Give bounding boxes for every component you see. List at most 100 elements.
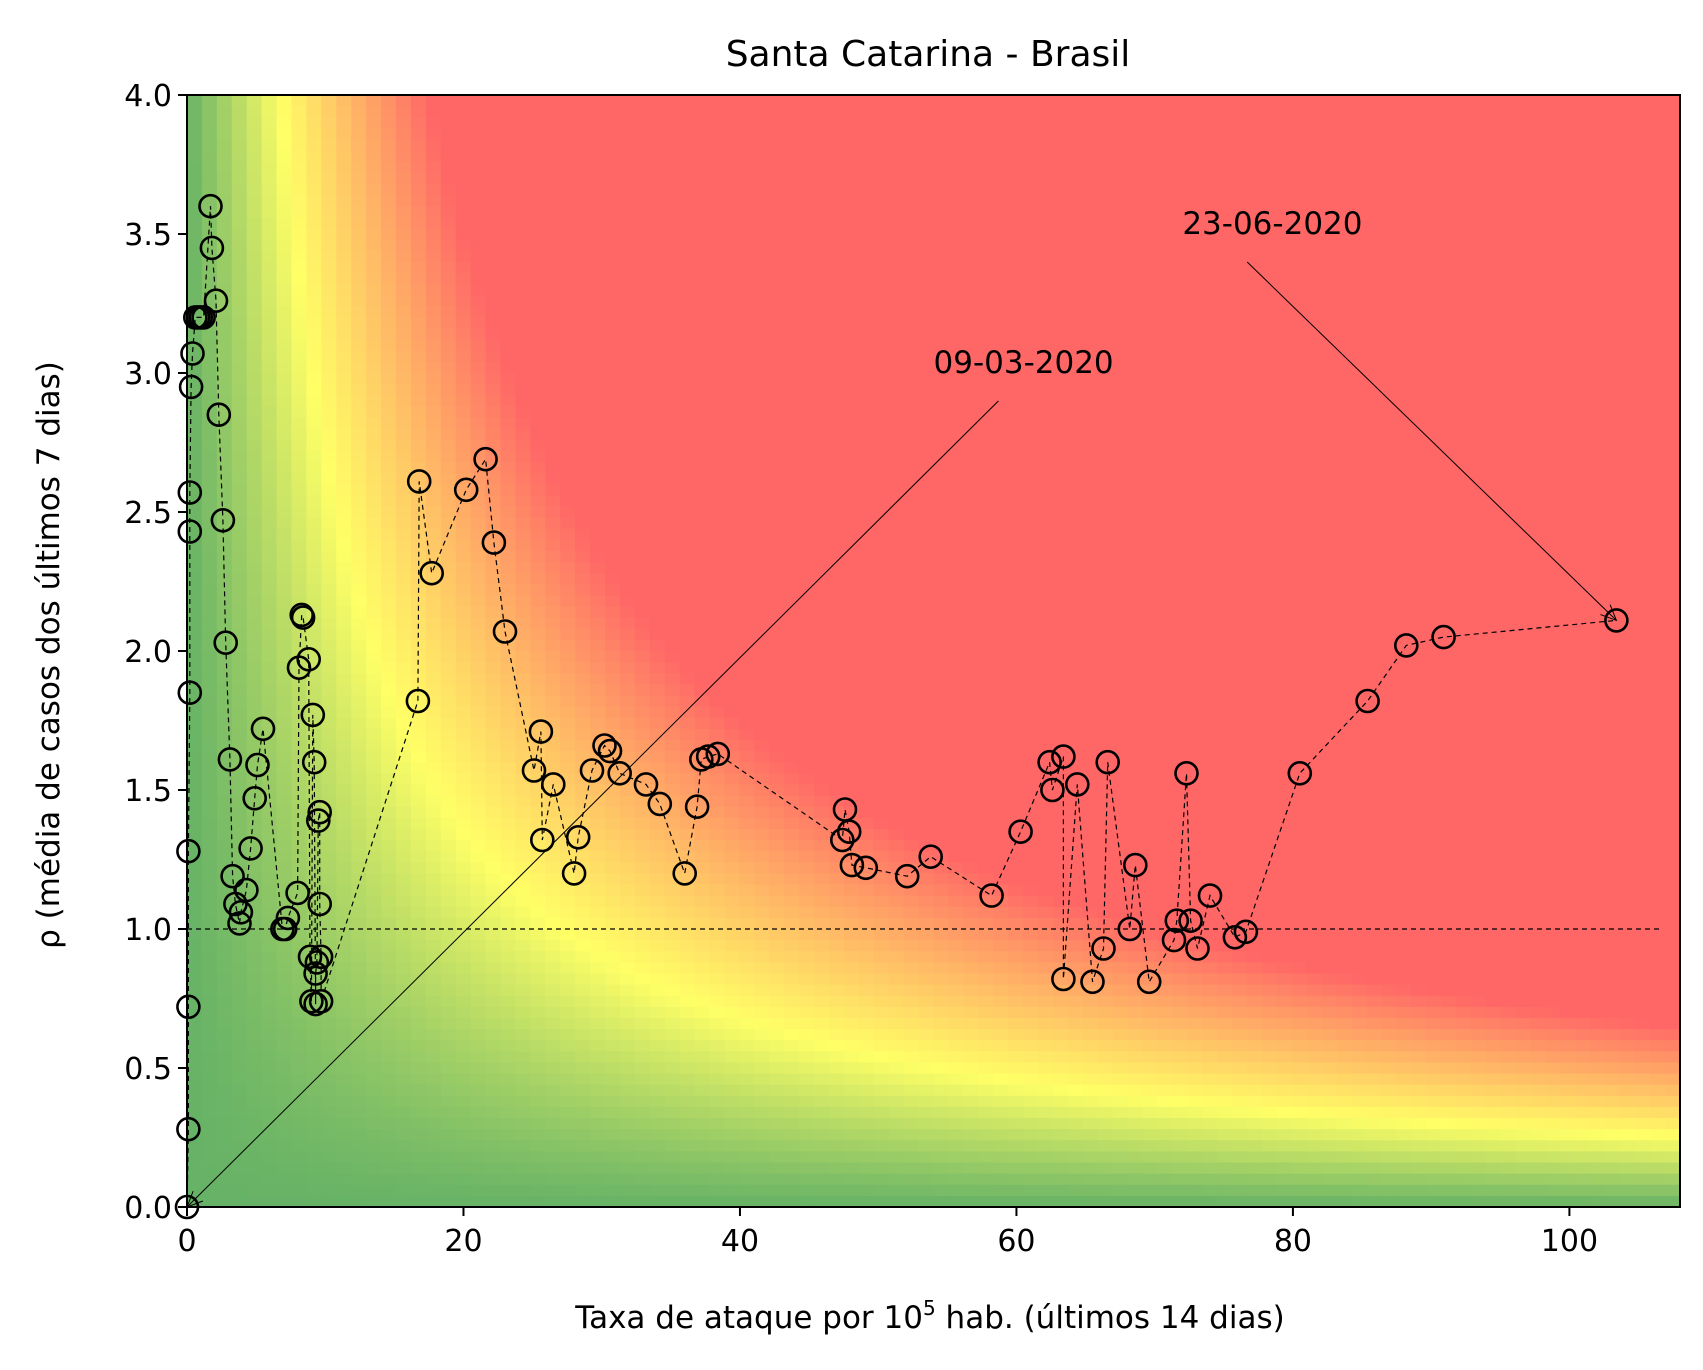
heatmap-cell xyxy=(739,328,755,341)
heatmap-cell xyxy=(515,1095,531,1108)
heatmap-cell xyxy=(888,1051,905,1064)
heatmap-cell xyxy=(231,495,248,508)
heatmap-cell xyxy=(769,439,785,452)
heatmap-cell xyxy=(739,739,755,752)
heatmap-cell xyxy=(754,461,770,474)
heatmap-cell xyxy=(724,250,741,263)
heatmap-cell xyxy=(321,439,337,452)
heatmap-cell xyxy=(888,1118,905,1130)
heatmap-cell xyxy=(754,495,770,508)
heatmap-cell xyxy=(246,384,263,396)
heatmap-cell xyxy=(455,1129,472,1141)
heatmap-cell xyxy=(276,706,293,719)
heatmap-cell xyxy=(321,728,337,741)
heatmap-cell xyxy=(694,817,711,830)
heatmap-cell xyxy=(485,473,502,485)
heatmap-cell xyxy=(799,984,815,997)
heatmap-cell xyxy=(575,695,591,708)
heatmap-cell xyxy=(590,317,606,330)
heatmap-cell xyxy=(679,728,696,741)
heatmap-cell xyxy=(485,417,502,430)
heatmap-cell xyxy=(828,250,845,263)
heatmap-cell xyxy=(201,639,218,652)
heatmap-cell xyxy=(619,550,636,563)
heatmap-cell xyxy=(694,1073,711,1086)
heatmap-cell xyxy=(814,284,830,296)
heatmap-cell xyxy=(440,784,457,797)
heatmap-cell xyxy=(649,339,666,352)
heatmap-cell xyxy=(515,161,531,174)
heatmap-cell xyxy=(575,773,591,786)
heatmap-cell xyxy=(396,284,412,296)
heatmap-cell xyxy=(619,562,636,574)
heatmap-cell xyxy=(201,1029,218,1041)
heatmap-cell xyxy=(321,995,337,1008)
heatmap-cell xyxy=(918,306,935,318)
heatmap-cell xyxy=(634,172,651,185)
heatmap-cell xyxy=(799,461,815,474)
heatmap-cell xyxy=(724,539,741,552)
heatmap-cell xyxy=(306,528,322,541)
heatmap-cell xyxy=(485,1051,502,1064)
heatmap-cell xyxy=(410,962,427,975)
heatmap-cell xyxy=(649,484,666,496)
heatmap-cell xyxy=(814,751,830,763)
heatmap-cell xyxy=(843,417,860,430)
heatmap-cell xyxy=(291,239,308,252)
heatmap-cell xyxy=(605,506,621,519)
heatmap-cell xyxy=(470,1017,487,1030)
heatmap-cell xyxy=(351,717,367,730)
heatmap-cell xyxy=(619,106,636,118)
heatmap-cell xyxy=(381,495,397,508)
heatmap-cell xyxy=(799,884,815,897)
heatmap-cell xyxy=(843,762,860,774)
heatmap-cell xyxy=(873,295,890,307)
heatmap-cell xyxy=(545,684,561,697)
heatmap-cell xyxy=(515,117,531,129)
heatmap-cell xyxy=(455,217,472,230)
heatmap-cell xyxy=(814,862,830,874)
heatmap-cell xyxy=(828,183,845,196)
heatmap-cell xyxy=(336,639,352,652)
heatmap-cell xyxy=(201,406,218,419)
heatmap-cell xyxy=(545,395,561,407)
heatmap-cell xyxy=(187,1118,203,1130)
heatmap-cell xyxy=(246,339,263,352)
heatmap-cell xyxy=(381,272,397,285)
heatmap-cell xyxy=(784,784,800,797)
heatmap-cell xyxy=(739,384,755,396)
heatmap-cell xyxy=(649,562,666,574)
heatmap-cell xyxy=(261,106,278,118)
heatmap-cell xyxy=(814,840,830,852)
heatmap-cell xyxy=(575,573,591,585)
heatmap-cell xyxy=(530,361,546,374)
heatmap-cell xyxy=(425,1029,442,1041)
heatmap-cell xyxy=(590,1151,606,1164)
heatmap-cell xyxy=(769,717,785,730)
heatmap-cell xyxy=(455,117,472,129)
heatmap-cell xyxy=(231,728,248,741)
heatmap-cell xyxy=(649,150,666,163)
heatmap-cell xyxy=(425,962,442,975)
heatmap-cell xyxy=(261,684,278,697)
heatmap-cell xyxy=(381,817,397,830)
heatmap-cell xyxy=(530,1184,546,1197)
heatmap-cell xyxy=(485,206,502,218)
heatmap-cell xyxy=(336,773,352,786)
heatmap-cell xyxy=(500,695,517,708)
heatmap-cell xyxy=(515,840,531,852)
heatmap-cell xyxy=(873,617,890,630)
heatmap-cell xyxy=(590,662,606,674)
heatmap-cell xyxy=(619,1029,636,1041)
heatmap-cell xyxy=(381,128,397,141)
heatmap-cell xyxy=(291,484,308,496)
heatmap-cell xyxy=(455,873,472,886)
heatmap-cell xyxy=(903,250,920,263)
heatmap-cell xyxy=(231,673,248,685)
heatmap-cell xyxy=(634,762,651,774)
heatmap-cell xyxy=(560,595,576,608)
heatmap-cell xyxy=(425,840,442,852)
heatmap-cell xyxy=(425,762,442,774)
heatmap-cell xyxy=(216,673,233,685)
heatmap-cell xyxy=(470,117,487,129)
